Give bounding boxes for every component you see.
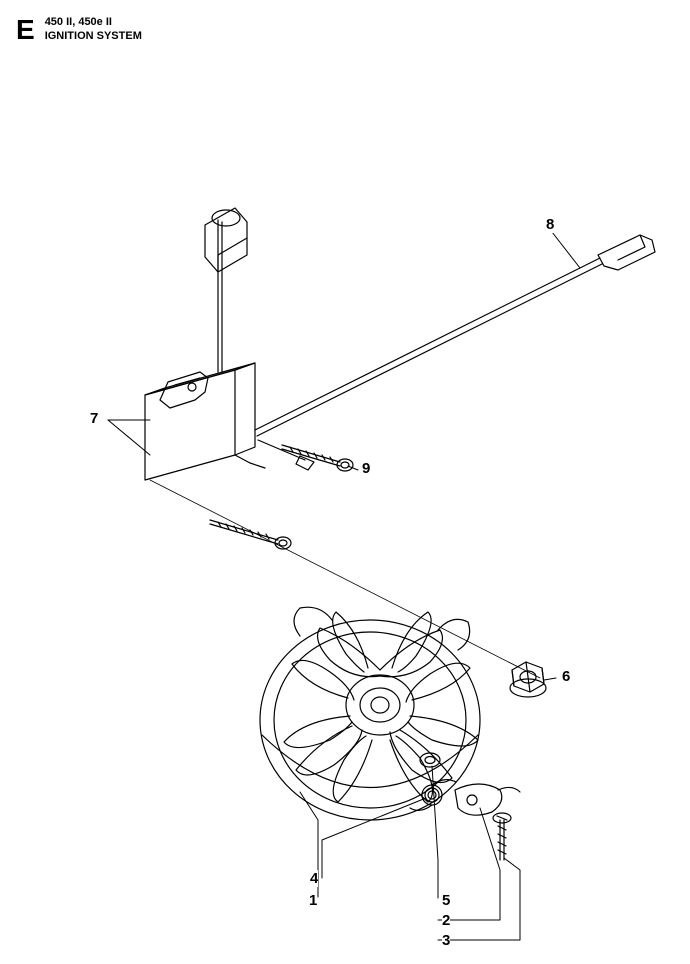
callout-4: 4 bbox=[310, 870, 318, 887]
callout-7: 7 bbox=[90, 410, 98, 427]
callout-1: 1 bbox=[309, 892, 317, 909]
callout-6: 6 bbox=[562, 668, 570, 685]
callout-3: 3 bbox=[442, 932, 450, 949]
pawl-screw bbox=[493, 813, 511, 860]
flywheel bbox=[260, 607, 480, 820]
ignition-module bbox=[145, 208, 265, 480]
callout-9: 9 bbox=[362, 460, 370, 477]
callout-2: 2 bbox=[442, 912, 450, 929]
parts-diagram bbox=[0, 0, 690, 964]
flywheel-nut bbox=[510, 662, 546, 697]
coil-screw-b bbox=[210, 520, 291, 549]
wire-harness bbox=[255, 235, 655, 470]
callout-8: 8 bbox=[546, 216, 554, 233]
pawl bbox=[455, 784, 520, 815]
coil-screw-a bbox=[282, 445, 353, 471]
callout-5: 5 bbox=[442, 892, 450, 909]
